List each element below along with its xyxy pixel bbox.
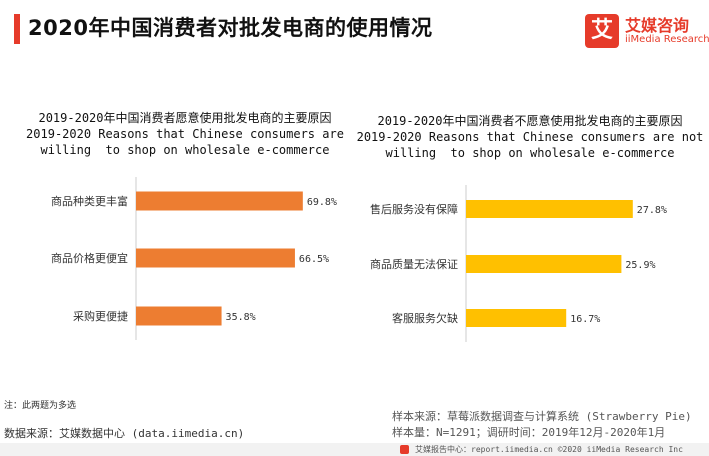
footer-note: 注：此两题为多选: [4, 401, 77, 411]
sample-size: 样本量：N=1291；调研时间：2019年12月-2020年1月: [392, 426, 666, 439]
left-chart-title-en-1: 2019-2020 Reasons that Chinese consumers…: [26, 127, 344, 141]
right-chart-title-en-2: willing to shop on wholesale e-commerce: [385, 146, 675, 160]
left-value-label-2: 66.5%: [299, 254, 329, 265]
right-chart-title-en-1: 2019-2020 Reasons that Chinese consumers…: [356, 130, 704, 144]
data-source: 数据来源：艾媒数据中心 (data.iimedia.cn): [4, 427, 245, 440]
left-category-label-1: 商品种类更丰富: [51, 194, 128, 208]
logo-name-cn: 艾媒咨询: [625, 16, 690, 35]
title-accent-bar: [14, 14, 20, 44]
right-bar-2: [466, 255, 622, 273]
bottom-logo-icon: [400, 445, 409, 454]
left-value-label-3: 35.8%: [226, 312, 256, 323]
right-value-label-1: 27.8%: [637, 205, 667, 216]
right-value-label-2: 25.9%: [625, 260, 655, 271]
left-value-label-1: 69.8%: [307, 197, 337, 208]
logo-name-en: iiMedia Research: [625, 34, 709, 45]
page-title: 2020年中国消费者对批发电商的使用情况: [28, 16, 433, 40]
bottom-credit: 艾媒报告中心：report.iimedia.cn ©2020 iiMedia R…: [415, 445, 683, 454]
right-category-label-2: 商品质量无法保证: [370, 257, 458, 271]
right-value-label-3: 16.7%: [570, 314, 600, 325]
sample-source: 样本来源：草莓派数据调查与计算系统 (Strawberry Pie): [392, 410, 692, 423]
left-category-label-2: 商品价格更便宜: [51, 251, 128, 265]
left-category-label-3: 采购更便捷: [73, 309, 128, 323]
right-chart-title: 2019-2020年中国消费者不愿意使用批发电商的主要原因 2019-2020 …: [355, 113, 705, 161]
left-chart-title: 2019-2020年中国消费者愿意使用批发电商的主要原因 2019-2020 R…: [20, 110, 350, 158]
left-bar-2: [136, 248, 295, 268]
right-bar-3: [466, 309, 567, 327]
iimedia-logo: 艾 艾媒咨询 iiMedia Research: [585, 12, 709, 52]
right-category-label-1: 售后服务没有保障: [370, 202, 458, 216]
right-category-label-3: 客服服务欠缺: [392, 311, 458, 325]
right-chart-title-cn: 2019-2020年中国消费者不愿意使用批发电商的主要原因: [377, 114, 683, 128]
bottom-strip: [0, 443, 709, 456]
left-chart-title-en-2: willing to shop on wholesale e-commerce: [40, 143, 330, 157]
right-bar-1: [466, 200, 633, 218]
left-chart-title-cn: 2019-2020年中国消费者愿意使用批发电商的主要原因: [38, 111, 332, 125]
left-bar-3: [136, 306, 222, 326]
logo-mark: 艾: [585, 14, 619, 48]
left-bar-1: [136, 191, 303, 211]
